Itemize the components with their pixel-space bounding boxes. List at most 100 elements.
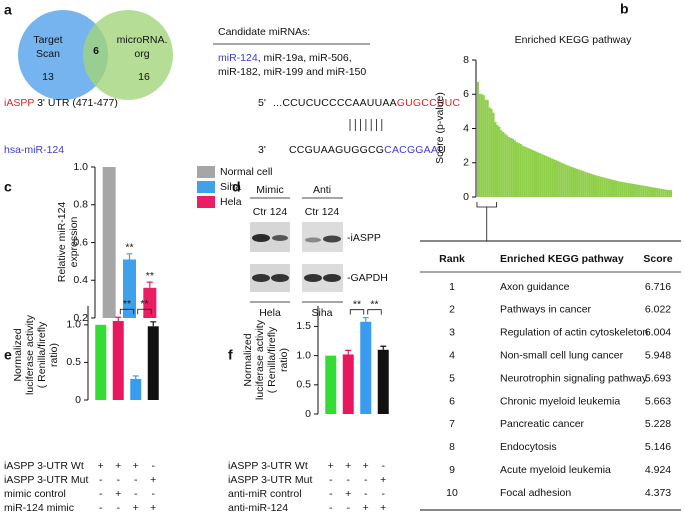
bar	[648, 186, 651, 197]
bar	[531, 149, 534, 197]
bar	[625, 182, 628, 197]
bar	[670, 190, 672, 197]
venn-circle	[18, 10, 108, 100]
bar	[621, 181, 624, 197]
bar	[564, 164, 567, 197]
bar	[631, 183, 633, 197]
table-header: Rank	[439, 253, 465, 265]
venn-set-name: Scan	[36, 48, 60, 60]
table-cell: 2	[449, 304, 455, 316]
bar	[541, 154, 544, 197]
condition-sign: -	[99, 488, 103, 500]
bar	[547, 156, 550, 197]
bar	[143, 287, 157, 318]
legend-swatch	[197, 196, 215, 208]
significance-label: **	[146, 270, 154, 282]
bar	[488, 107, 491, 197]
bar	[482, 95, 485, 197]
sequence-end: 3'	[258, 144, 266, 156]
table-cell[interactable]: Non-small cell lung cancer	[500, 349, 624, 361]
table-cell: 8	[449, 441, 455, 453]
table-cell[interactable]: Focal adhesion	[500, 487, 571, 499]
table-cell[interactable]: Regulation of actin cytoskeleton	[500, 327, 648, 339]
condition-sign: -	[329, 474, 333, 486]
legend-swatch	[197, 181, 215, 193]
error-bar	[362, 317, 369, 322]
condition-sign: -	[152, 460, 156, 472]
sequence-end: 5'	[258, 97, 266, 109]
table-cell[interactable]: Chronic myeloid leukemia	[500, 395, 620, 407]
venn-count: 13	[42, 71, 54, 83]
text-segment: CACGGAA	[384, 144, 438, 156]
bar	[477, 81, 479, 197]
condition-label: miR-124 mimic	[4, 502, 74, 513]
band	[323, 274, 341, 282]
text-segment: ...CCUCUCCCCAAUUAA	[273, 97, 397, 109]
significance-label: **	[140, 298, 148, 310]
y-axis-label: ( Renilla/firefly	[36, 321, 48, 388]
panel-label: b	[620, 1, 629, 17]
text-segment: U	[438, 144, 446, 156]
bar	[599, 176, 602, 197]
table-cell: Axon guidance	[500, 281, 570, 293]
bar	[377, 349, 389, 414]
bar	[638, 185, 641, 197]
top-bracket	[476, 202, 497, 241]
bar	[478, 93, 481, 197]
western-blot: d Mimic Anti Ctr 124 Ctr 124 -iASPP -GAP…	[232, 179, 388, 319]
bar	[592, 174, 594, 197]
bar	[566, 165, 569, 197]
bar	[572, 167, 575, 197]
condition-sign: +	[150, 502, 156, 513]
bar	[535, 151, 538, 197]
bar	[611, 179, 614, 197]
y-tick-label: 0.2	[73, 312, 88, 324]
table-cell[interactable]: Pathways in cancer	[500, 304, 592, 316]
table-cell: 4.373	[645, 487, 671, 499]
y-tick-label: 1.0	[296, 349, 311, 361]
table-cell: 6	[449, 395, 455, 407]
table-cell: 6.716	[645, 281, 671, 293]
venn-overlap: 6	[93, 45, 99, 57]
error-bar	[115, 316, 122, 322]
lane-label: Ctr 124	[253, 206, 288, 218]
y-axis-label: ( Renilla/firefly	[266, 326, 278, 393]
bar	[617, 181, 620, 197]
table-cell[interactable]: Acute myeloid leukemia	[500, 464, 611, 476]
bar	[652, 187, 655, 197]
bar	[496, 125, 499, 197]
venn-set-name: Target	[33, 34, 62, 46]
condition-sign: -	[364, 474, 368, 486]
bar	[494, 122, 497, 197]
bar	[537, 152, 540, 197]
bar	[640, 185, 643, 197]
condition-sign: -	[152, 488, 156, 500]
table-cell: Endocytosis	[500, 441, 557, 453]
table-cell: 4	[449, 349, 455, 361]
table-cell[interactable]: Pancreatic cancer	[500, 418, 585, 430]
bar	[543, 155, 546, 197]
condition-sign: -	[117, 502, 121, 513]
bar	[342, 354, 354, 414]
condition-label: iASPP 3-UTR Mut	[4, 474, 88, 486]
bar	[662, 189, 665, 197]
condition-sign: +	[363, 460, 369, 472]
bar	[629, 183, 632, 197]
bar	[562, 163, 565, 197]
bar	[102, 167, 116, 318]
y-tick-label: 0.6	[73, 236, 88, 248]
bar	[619, 181, 622, 197]
significance-label: **	[125, 242, 133, 254]
y-tick-label: 0	[463, 191, 469, 203]
bar	[512, 138, 515, 197]
bar	[556, 161, 559, 197]
condition-sign: +	[328, 460, 334, 472]
y-axis-label: ratio)	[278, 348, 290, 372]
band	[252, 274, 270, 282]
bar	[490, 108, 493, 197]
bar	[654, 187, 657, 197]
error-bar	[146, 281, 153, 288]
table-cell: 7	[449, 418, 455, 430]
bar	[480, 94, 483, 197]
